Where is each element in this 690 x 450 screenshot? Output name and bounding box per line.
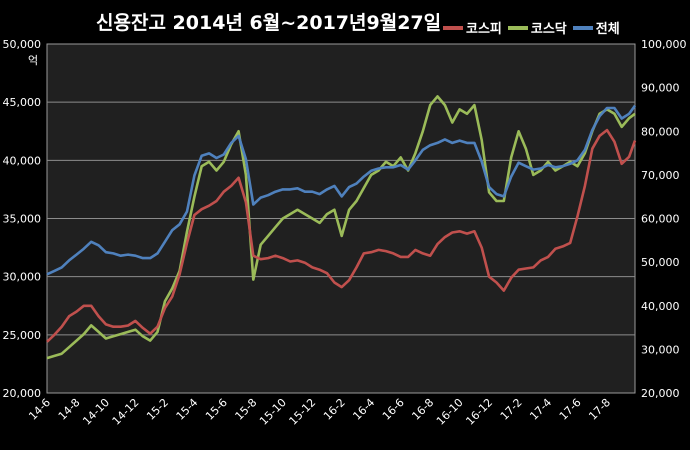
series-line-kosdaq xyxy=(46,95,636,360)
x-axis-tick-label: 16-12 xyxy=(463,396,495,428)
series-line-total xyxy=(46,104,637,276)
chart-title: 신용잔고 2014년 6월~2017년9월27일 xyxy=(96,12,442,34)
left-axis-ticks: 20,000 25,000 30,000 35,000 40,000 45,000 50,0… xyxy=(3,38,42,400)
right-axis-tick-label: 100,000 xyxy=(641,38,687,51)
x-axis-tick-label: 14-10 xyxy=(80,396,112,428)
series-line-kospi xyxy=(46,128,637,343)
legend-swatch-kosdaq xyxy=(507,25,528,30)
legend: 코스피 코스닥 전체 xyxy=(443,18,620,37)
x-axis-tick-label: 16-10 xyxy=(434,396,466,428)
left-axis-tick-label: 25,000 xyxy=(3,329,42,342)
x-axis-tick-label: 15-2 xyxy=(144,396,171,423)
x-axis-tick-label: 16-8 xyxy=(409,396,436,423)
left-axis-tick-label: 45,000 xyxy=(3,96,42,109)
legend-label-kospi: 코스피 xyxy=(466,22,502,37)
left-axis-tick-label: 40,000 xyxy=(3,154,42,167)
legend-swatch-total xyxy=(572,25,593,30)
x-axis-tick-label: 15-6 xyxy=(203,396,230,423)
right-axis-tick-label: 40,000 xyxy=(641,300,680,313)
series-lines xyxy=(46,95,637,360)
legend-item-kospi: 코스피 xyxy=(443,18,502,37)
right-axis-tick-label: 80,000 xyxy=(641,125,680,138)
left-axis-tick-label: 30,000 xyxy=(3,271,42,284)
x-axis-tick-label: 16-4 xyxy=(350,396,377,423)
x-axis-tick-label: 16-6 xyxy=(380,396,407,423)
right-axis-tick-label: 30,000 xyxy=(641,343,680,356)
x-axis-tick-label: 14-8 xyxy=(56,396,83,423)
x-axis-tick-label: 17-2 xyxy=(498,396,525,423)
x-axis-tick-label: 17-4 xyxy=(527,396,554,423)
right-axis-tick-label: 90,000 xyxy=(641,82,680,95)
left-axis-tick-label: 35,000 xyxy=(3,213,42,226)
legend-label-kosdaq: 코스닥 xyxy=(530,22,567,37)
gridlines xyxy=(47,101,635,336)
x-axis-tick-label: 15-12 xyxy=(287,396,319,428)
legend-swatch-kospi xyxy=(443,25,463,30)
x-axis-tick-label: 15-10 xyxy=(257,396,289,428)
x-axis-tick-label: 17-8 xyxy=(586,396,613,423)
x-axis-tick-label: 17-6 xyxy=(557,396,584,423)
right-axis-ticks: 20,000 30,000 40,000 50,000 60,000 70,000 80,0… xyxy=(641,38,687,400)
left-axis-unit: 억 xyxy=(28,54,39,67)
x-axis-tick-label: 15-8 xyxy=(233,396,260,423)
right-axis-tick-label: 70,000 xyxy=(641,169,680,182)
legend-item-kosdaq: 코스닥 xyxy=(507,18,567,37)
x-axis-tick-label: 14-12 xyxy=(110,396,142,428)
right-axis-tick-label: 50,000 xyxy=(641,256,680,269)
left-axis-tick-label: 20,000 xyxy=(3,387,42,400)
legend-label-total: 전체 xyxy=(595,22,620,37)
left-axis-tick-label: 50,000 xyxy=(3,38,42,51)
x-axis-tick-label: 15-4 xyxy=(174,396,201,423)
right-axis-tick-label: 60,000 xyxy=(641,213,680,226)
legend-item-total: 전체 xyxy=(572,18,620,37)
x-axis-tick-label: 16-2 xyxy=(321,396,348,423)
right-axis-tick-label: 20,000 xyxy=(641,387,680,400)
